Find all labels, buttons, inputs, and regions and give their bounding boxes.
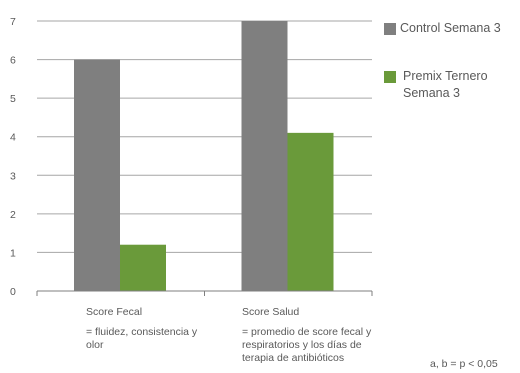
y-tick-label: 3 xyxy=(10,170,16,182)
bar xyxy=(74,59,120,292)
legend-swatch-premix xyxy=(384,71,396,83)
category-description-score-salud: = promedio de score fecal y respiratorio… xyxy=(242,326,372,364)
legend-label-control: Control Semana 3 xyxy=(400,21,501,35)
legend-label-premix: Premix Ternero Semana 3 xyxy=(403,69,488,100)
category-description-score-fecal: = fluidez, consistencia y olor xyxy=(86,326,198,351)
bar xyxy=(120,244,166,291)
bar xyxy=(241,21,288,291)
bar xyxy=(287,132,334,291)
y-tick-label: 6 xyxy=(10,55,16,67)
y-tick-label: 5 xyxy=(10,93,16,105)
y-tick-label: 1 xyxy=(10,247,16,259)
legend-item-premix: Premix Ternero Semana 3 xyxy=(384,68,509,102)
legend-item-control: Control Semana 3 xyxy=(384,20,501,37)
category-label-score-fecal: Score Fecal xyxy=(86,306,143,318)
y-tick-label: 2 xyxy=(10,209,16,221)
y-tick-label: 7 xyxy=(10,16,16,28)
y-tick-labels: 0 1 2 3 4 5 6 7 xyxy=(10,16,16,298)
axes xyxy=(36,290,373,296)
y-tick-label: 0 xyxy=(10,286,16,298)
legend-swatch-control xyxy=(384,23,396,35)
y-tick-label: 4 xyxy=(10,132,16,144)
bars xyxy=(74,21,334,292)
significance-footnote: a, b = p < 0,05 xyxy=(430,358,498,370)
category-label-score-salud: Score Salud xyxy=(242,306,300,318)
